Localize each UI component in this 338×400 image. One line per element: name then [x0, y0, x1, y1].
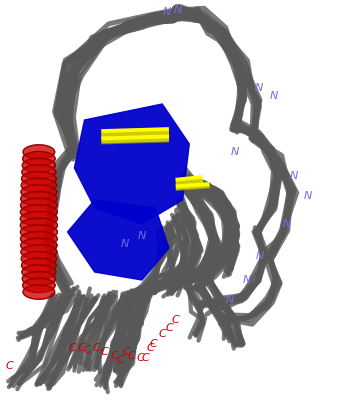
Polygon shape	[68, 200, 169, 280]
Polygon shape	[21, 252, 56, 266]
Text: C: C	[69, 343, 76, 353]
Polygon shape	[21, 192, 57, 206]
Text: C: C	[128, 351, 136, 361]
Text: N: N	[138, 231, 146, 241]
Polygon shape	[20, 205, 57, 219]
Polygon shape	[21, 185, 57, 199]
Polygon shape	[22, 158, 55, 172]
Polygon shape	[74, 104, 189, 224]
Polygon shape	[23, 285, 55, 299]
Text: C: C	[93, 343, 100, 353]
Text: N: N	[270, 91, 278, 101]
Text: C: C	[147, 343, 154, 353]
Polygon shape	[21, 178, 56, 192]
Polygon shape	[22, 172, 56, 186]
Polygon shape	[23, 278, 55, 292]
Polygon shape	[21, 238, 57, 252]
Text: C: C	[165, 323, 173, 333]
Polygon shape	[20, 225, 57, 239]
Text: N: N	[121, 239, 129, 249]
Text: N: N	[304, 191, 312, 201]
Polygon shape	[20, 212, 57, 226]
Polygon shape	[23, 145, 55, 159]
Text: N: N	[256, 251, 264, 261]
Text: C: C	[123, 347, 130, 357]
Polygon shape	[22, 272, 55, 286]
Text: N: N	[283, 219, 291, 229]
Polygon shape	[20, 218, 57, 232]
Polygon shape	[22, 258, 56, 272]
Text: C: C	[101, 347, 108, 357]
Text: N: N	[163, 7, 171, 17]
Polygon shape	[21, 245, 57, 259]
Text: N: N	[231, 147, 239, 157]
Text: N: N	[290, 171, 298, 181]
Text: C: C	[111, 351, 118, 361]
Polygon shape	[22, 265, 56, 279]
Text: N: N	[255, 83, 263, 93]
Polygon shape	[22, 165, 56, 179]
Polygon shape	[21, 198, 57, 212]
Text: C: C	[84, 345, 92, 355]
Text: C: C	[77, 343, 85, 353]
Text: C: C	[159, 329, 166, 339]
Polygon shape	[21, 232, 57, 246]
Text: N: N	[226, 295, 234, 305]
Text: C: C	[137, 353, 144, 363]
Text: C: C	[6, 361, 13, 371]
Polygon shape	[23, 152, 55, 166]
Text: C: C	[172, 315, 179, 325]
Text: C: C	[116, 355, 124, 365]
Text: N: N	[173, 5, 182, 15]
Text: N: N	[243, 275, 251, 285]
Text: C: C	[150, 339, 158, 349]
Text: C: C	[142, 353, 149, 363]
